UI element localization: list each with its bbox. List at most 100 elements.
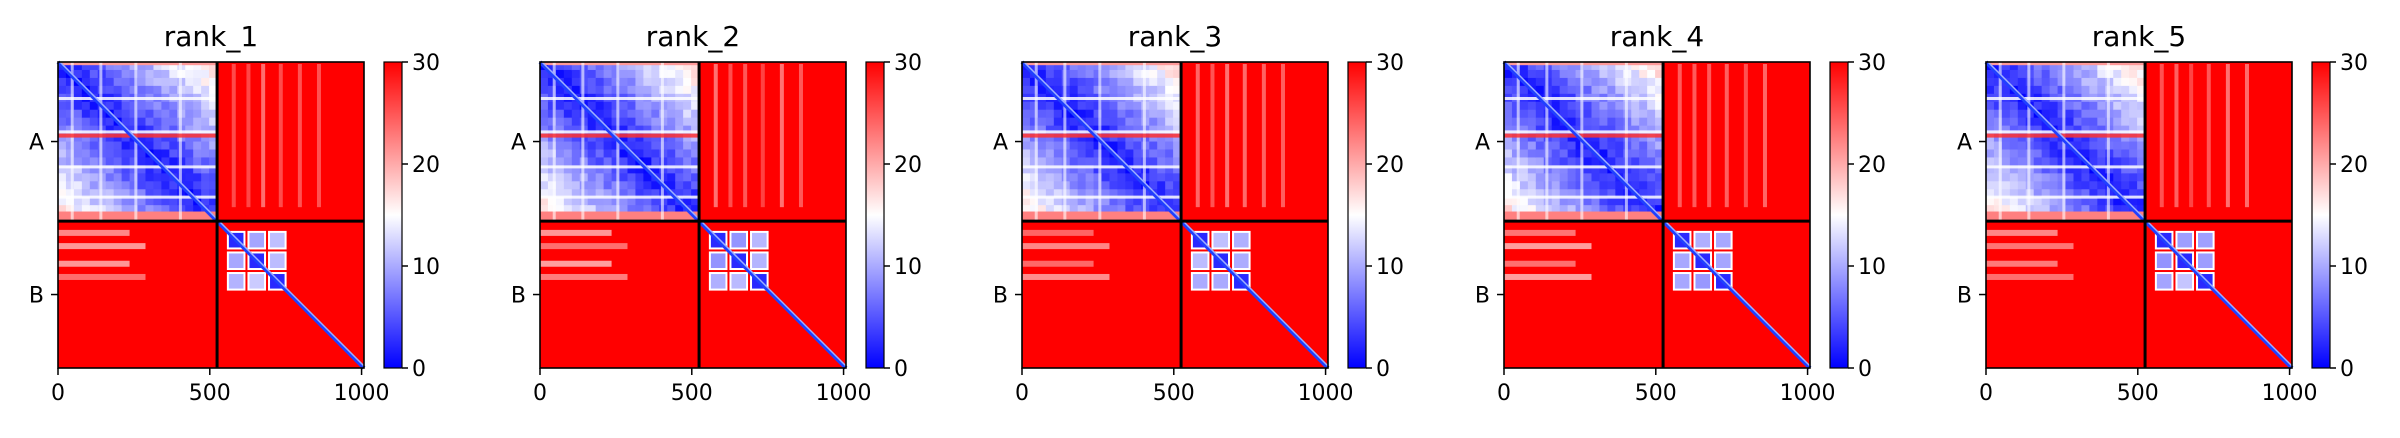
heatmap-cell	[2129, 125, 2138, 135]
heatmap-cell	[587, 157, 597, 166]
heatmap-cell	[1527, 189, 1537, 198]
heatmap-cell	[1157, 141, 1166, 151]
heatmap-cell	[73, 133, 83, 143]
heatmap-cell	[193, 69, 202, 79]
heatmap-cell	[185, 197, 194, 206]
heatmap-cell	[1535, 133, 1545, 143]
panel-title: rank_1	[164, 20, 258, 53]
heatmap-diagonal	[56, 60, 366, 370]
heatmap-cell	[691, 205, 700, 214]
heatmap-cell	[2001, 117, 2011, 127]
heatmap-cell	[1599, 205, 1608, 214]
heatmap-cell	[1599, 181, 1608, 190]
heatmap-cell	[2129, 69, 2138, 79]
heatmap-cell	[1093, 85, 1103, 95]
heatmap-cell	[2009, 69, 2019, 79]
heatmap-stripe	[1022, 260, 1094, 267]
heatmap-cell	[1125, 205, 1134, 214]
heatmap-cell	[635, 69, 644, 79]
heatmap-cell	[1101, 62, 1111, 71]
heatmap-cell	[209, 77, 218, 87]
heatmap-cell	[1655, 101, 1664, 111]
heatmap-stripe	[540, 133, 700, 138]
heatmap-cell	[1165, 125, 1174, 135]
heatmap-cell	[113, 85, 123, 95]
heatmap-cell	[1117, 197, 1126, 206]
heatmap-cell	[105, 189, 115, 198]
heatmap-cell	[2129, 197, 2138, 206]
heatmap-cell	[1993, 157, 2003, 166]
heatmap-cell	[1993, 85, 2003, 95]
heatmap-cell	[1165, 117, 1174, 127]
heatmap-cell	[2033, 165, 2043, 174]
heatmap-cell	[1045, 149, 1055, 159]
heatmap-cell	[611, 62, 621, 71]
heatmap-stripe	[1142, 62, 1146, 222]
heatmap-cell	[2073, 165, 2083, 174]
heatmap-cell	[547, 109, 557, 119]
heatmap-cell	[209, 133, 218, 143]
heatmap-cell	[651, 205, 660, 214]
heatmap-cell	[1149, 157, 1158, 166]
heatmap-cell	[1093, 165, 1103, 174]
heatmap-cell	[137, 157, 147, 166]
heatmap-stripe	[1624, 62, 1628, 222]
heatmap-band	[58, 211, 218, 222]
heatmap-cell	[161, 189, 170, 198]
domain-block	[247, 230, 267, 250]
heatmap-cell	[635, 141, 644, 151]
heatmap-stripe	[58, 260, 130, 267]
heatmap-cell	[627, 125, 637, 135]
heatmap-stripe	[2027, 62, 2031, 222]
heatmap-cell	[540, 149, 549, 159]
heatmap-cell	[58, 117, 67, 127]
heatmap-cell	[161, 77, 170, 87]
heatmap-cell	[1599, 69, 1608, 79]
heatmap-cell	[58, 197, 67, 206]
heatmap-cell	[129, 205, 139, 214]
heatmap-cell	[58, 77, 67, 87]
heatmap-cell	[1535, 101, 1545, 111]
heatmap-cell	[2001, 125, 2011, 135]
heatmap-cell	[1615, 165, 1624, 174]
heatmap-cell	[1037, 125, 1047, 135]
heatmap-stripe	[178, 62, 182, 222]
heatmap-cell	[2041, 125, 2051, 135]
heatmap-cell	[1986, 157, 1995, 166]
colorbar-tick-label: 10	[412, 255, 440, 280]
heatmap-cell	[2081, 85, 2090, 95]
heatmap-cell	[1551, 62, 1561, 71]
heatmap-cell	[129, 173, 139, 182]
heatmap-cell	[1535, 109, 1545, 119]
heatmap-cell	[635, 173, 644, 182]
heatmap-cell	[2033, 205, 2043, 214]
heatmap-cell	[611, 125, 621, 135]
heatmap-cell	[675, 117, 684, 127]
x-tick-label: 0	[1979, 381, 1993, 406]
heatmap-cell	[58, 205, 67, 214]
heatmap-stripe	[1022, 229, 1094, 236]
heatmap-cell	[1022, 205, 1031, 214]
domain-block	[226, 272, 246, 291]
heatmap-cell	[1077, 109, 1087, 119]
heatmap-cell	[2041, 69, 2051, 79]
heatmap-cell	[1069, 165, 1079, 174]
colorbar-tick-label: 0	[1858, 357, 1872, 382]
heatmap-cell	[169, 149, 178, 159]
heatmap-cell	[1077, 181, 1087, 190]
heatmap-cell	[1125, 62, 1134, 71]
colorbar-tick-label: 10	[2340, 255, 2368, 280]
heatmap-cell	[58, 125, 67, 135]
heatmap-cell	[643, 205, 652, 214]
heatmap-cell	[113, 77, 123, 87]
heatmap-cell	[113, 101, 123, 111]
heatmap-cell	[145, 173, 155, 182]
heatmap-cell	[1583, 69, 1593, 79]
heatmap-cell	[2001, 141, 2011, 151]
heatmap-cell	[603, 173, 613, 182]
heatmap-cell	[667, 125, 676, 135]
heatmap-cell	[1591, 141, 1601, 151]
heatmap-cell	[683, 165, 692, 174]
heatmap-cell	[1077, 189, 1087, 198]
